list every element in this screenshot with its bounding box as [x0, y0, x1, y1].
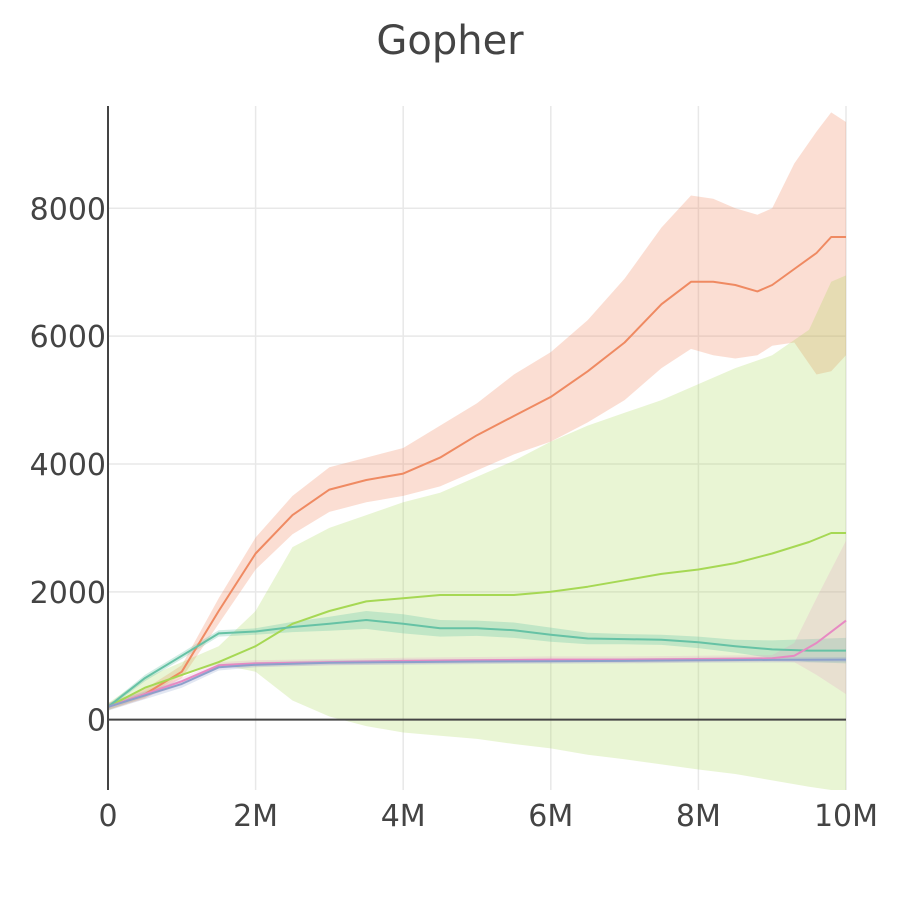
x-tick-label-4: 8M	[676, 799, 721, 834]
series-5-band	[108, 657, 846, 711]
y-tick-label-0: 0	[87, 704, 106, 739]
x-tick-label-5: 10M	[814, 799, 878, 834]
series-1-band	[108, 112, 846, 711]
chart-title: Gopher	[376, 18, 524, 64]
x-tick-label-1: 2M	[233, 799, 278, 834]
x-tick-label-2: 4M	[381, 799, 426, 834]
y-tick-label-3: 6000	[30, 320, 106, 355]
series-3-line	[107, 619, 846, 708]
axes	[107, 106, 846, 790]
x-tick-label-3: 6M	[528, 799, 573, 834]
y-tick-label-1: 2000	[30, 576, 106, 611]
confidence-bands	[108, 112, 846, 790]
series-5-line	[107, 658, 847, 708]
series-4-line	[107, 619, 847, 708]
series-1-line	[107, 236, 846, 708]
y-tick-label-2: 4000	[30, 448, 106, 483]
y-tick-label-4: 8000	[30, 192, 106, 227]
tick-labels: 0 2M 4M 6M 8M 10M 0 2000 4000 6000 8000	[30, 192, 878, 834]
series-3-band	[108, 611, 846, 709]
series-2-line	[107, 532, 846, 708]
x-tick-label-0: 0	[98, 799, 117, 834]
series-lines	[107, 236, 847, 708]
